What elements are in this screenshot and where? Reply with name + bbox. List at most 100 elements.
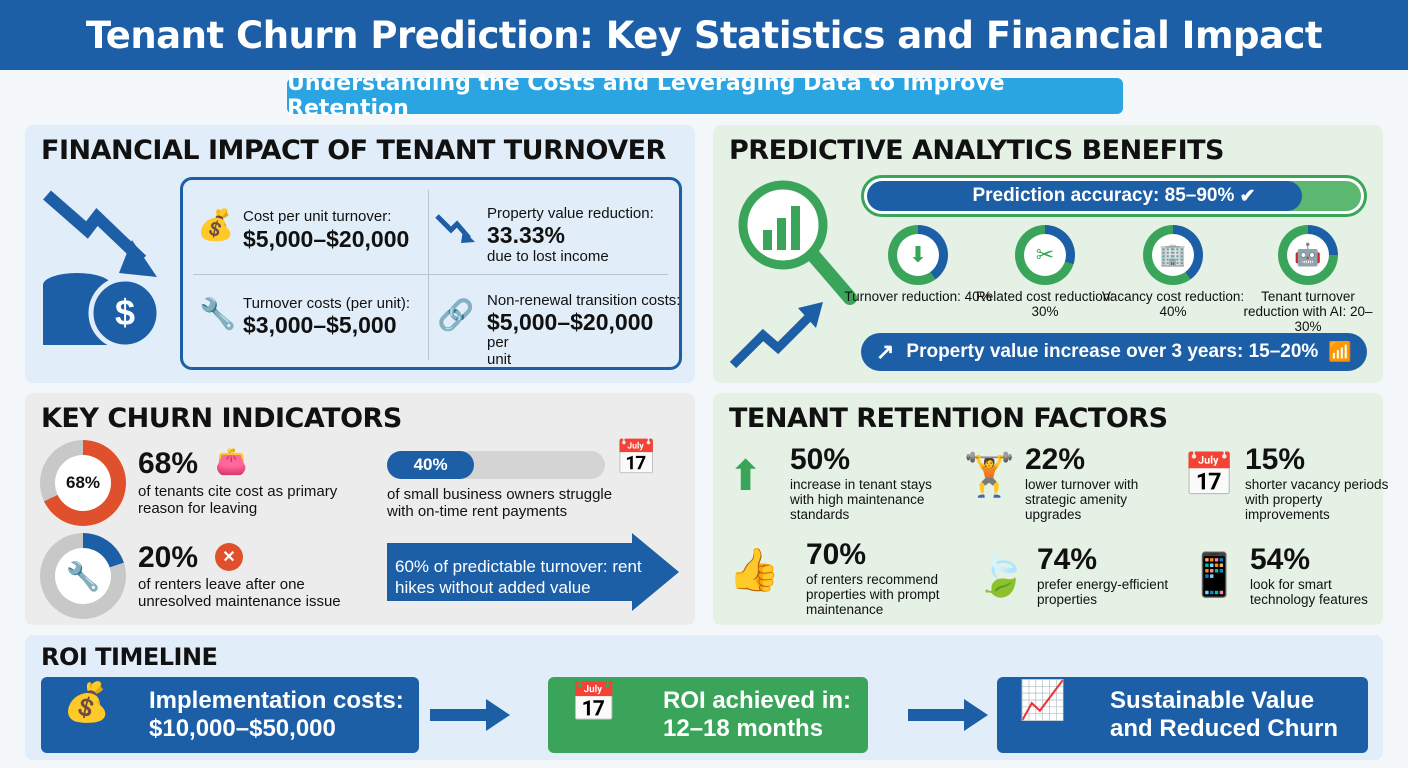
stat-text: of small business owners struggle with o… <box>387 486 613 520</box>
trend-up-icon: ↗ <box>875 339 895 364</box>
donut-label: 68% <box>55 455 111 511</box>
arrow-banner <box>387 533 679 611</box>
robot-icon: 🤖 <box>1287 234 1329 276</box>
check-circle-icon: ✔ <box>1239 185 1256 207</box>
item-value: $3,000–$5,000 <box>243 312 397 338</box>
section-title: TENANT RETENTION FACTORS <box>729 403 1168 434</box>
roi-step-line: $10,000–$50,000 <box>149 715 336 742</box>
stat-text: prefer energy-efficient properties <box>1037 577 1169 607</box>
page-title: Tenant Churn Prediction: Key Statistics … <box>0 0 1408 70</box>
roi-step: 📈 Sustainable Value and Reduced Churn <box>997 677 1368 753</box>
leaf-icon: 🍃 <box>975 551 1028 598</box>
stat-value: 22% <box>1025 443 1086 476</box>
svg-text:$: $ <box>115 292 135 333</box>
coins-dollar-icon: $ <box>43 190 162 350</box>
reduction-donut: 🏢 <box>1143 225 1203 285</box>
subtitle-banner: Understanding the Costs and Leveraging D… <box>287 71 1123 121</box>
trend-down-icon <box>435 214 475 243</box>
reduction-donut: ⬇ <box>888 225 948 285</box>
clock-calendar-icon: 📅 <box>615 439 658 477</box>
item-value: $5,000–$20,000 <box>487 309 654 335</box>
bar-chart-icon: 📶 <box>1328 342 1353 363</box>
stat-text: of renters leave after one unresolved ma… <box>138 576 341 610</box>
stat-value: 74% <box>1037 543 1098 576</box>
maintenance-donut: 🔧 <box>40 533 126 619</box>
stat-text: lower turnover with strategic amenity up… <box>1025 477 1139 522</box>
retention-factor: 👍 70% of renters recommend properties wi… <box>728 538 940 623</box>
small-business-progress: 40% <box>387 451 605 479</box>
reduction-donut: 🤖 <box>1278 225 1338 285</box>
retention-factor: 🏋 22% lower turnover with strategic amen… <box>963 443 1173 528</box>
item-value: $5,000–$20,000 <box>243 226 410 252</box>
property-value-banner: ↗ Property value increase over 3 years: … <box>861 333 1367 371</box>
arrow-banner-text: 60% of predictable turnover: rent hikes … <box>395 557 642 597</box>
roi-step-line: and Reduced Churn <box>1110 715 1339 742</box>
cost-donut: 68% <box>40 440 126 526</box>
roi-step-line: Sustainable Value <box>1110 687 1315 714</box>
stat-value: 68% <box>138 447 199 480</box>
reduction-label: Related cost reduction: 30% <box>975 289 1115 319</box>
trend-up-dollar-icon: 📈 <box>1019 680 1067 722</box>
retention-factor: 📅 15% shorter vacancy periods with prope… <box>1183 443 1393 528</box>
stat-value: 70% <box>806 538 867 571</box>
roi-step-line: ROI achieved in: <box>663 687 852 714</box>
stat-text: look for smart technology features <box>1250 577 1368 607</box>
roi-step: 📅 ROI achieved in: 12–18 months <box>548 677 868 753</box>
smartphone-wifi-icon: 📱 <box>1188 551 1241 598</box>
section-title: KEY CHURN INDICATORS <box>41 403 402 434</box>
roi-timeline-panel: ROI TIMELINE 💰 Implementation costs: $10… <box>25 635 1383 760</box>
stat-text: of renters recommend properties with pro… <box>806 572 940 617</box>
reduction-label: Tenant turnover reduction with AI: 20–30… <box>1243 289 1373 334</box>
arrow-right-icon <box>430 699 510 731</box>
roi-step-line: Implementation costs: <box>149 687 404 714</box>
reduction-donut: ✂ <box>1015 225 1075 285</box>
item-label: Non-renewal transition costs: <box>487 292 681 309</box>
reduction-label: Vacancy cost reduction: 40% <box>1101 289 1245 319</box>
financial-impact-panel: FINANCIAL IMPACT OF TENANT TURNOVER $ 💰 … <box>25 125 695 383</box>
item-note: per unit <box>487 334 512 368</box>
tools-icon: 🔧 <box>199 298 237 331</box>
stat-text: increase in tenant stays with high maint… <box>790 477 932 522</box>
retention-factor: 🍃 74% prefer energy-efficient properties <box>975 543 1185 628</box>
thumbs-up-icon: 👍 <box>728 546 781 593</box>
arrow-up-icon: ⬆ <box>728 452 764 499</box>
stat-text: shorter vacancy periods with property im… <box>1245 477 1389 522</box>
arrow-down-icon: ⬇ <box>897 234 939 276</box>
roi-step-line: 12–18 months <box>663 715 824 742</box>
item-label: Turnover costs (per unit): <box>243 295 410 312</box>
roi-step: 💰 Implementation costs: $10,000–$50,000 <box>41 677 419 753</box>
tools-icon: 🔧 <box>55 548 111 604</box>
stat-value: 50% <box>790 443 851 476</box>
money-gear-icon: 💰 <box>63 682 111 724</box>
scissors-icon: ✂ <box>1024 234 1066 276</box>
item-label: Property value reduction: <box>487 205 654 222</box>
retention-factor: 📱 54% look for smart technology features <box>1188 543 1398 628</box>
predictive-analytics-panel: PREDICTIVE ANALYTICS BENEFITS Prediction… <box>713 125 1383 383</box>
broken-link-icon: 🔗 <box>437 299 475 332</box>
dumbbell-pool-icon: 🏋 <box>963 451 1016 498</box>
money-bag-icon: 💰 <box>197 209 235 242</box>
section-title: PREDICTIVE ANALYTICS BENEFITS <box>729 135 1224 166</box>
building-icon: 🏢 <box>1152 234 1194 276</box>
item-value: 33.33% <box>487 222 566 248</box>
stat-text: of tenants cite cost as primary reason f… <box>138 483 338 517</box>
reduction-label: Turnover reduction: 40% <box>844 289 992 304</box>
prediction-accuracy-label: Prediction accuracy: 85–90% <box>972 185 1235 206</box>
retention-factor: ⬆ 50% increase in tenant stays with high… <box>728 443 938 528</box>
calendar-icon: 📅 <box>1183 451 1236 498</box>
section-title: FINANCIAL IMPACT OF TENANT TURNOVER <box>41 135 666 166</box>
x-circle-icon: ✕ <box>215 543 243 571</box>
tenant-retention-panel: TENANT RETENTION FACTORS ⬆ 50% increase … <box>713 393 1388 628</box>
progress-fill: 40% <box>387 451 475 479</box>
arrow-right-icon <box>908 699 988 731</box>
prediction-accuracy-bar: Prediction accuracy: 85–90% ✔ <box>861 175 1367 217</box>
property-value-label: Property value increase over 3 years: 15… <box>906 341 1319 362</box>
section-title: ROI TIMELINE <box>41 643 218 671</box>
stat-value: 20% <box>138 541 199 574</box>
item-note: due to lost income <box>487 248 609 265</box>
clock-calendar-icon: 📅 <box>570 682 618 724</box>
wallet-icon: 👛 <box>215 446 248 476</box>
key-churn-indicators-panel: KEY CHURN INDICATORS 68% 68% 👛 of tenant… <box>25 393 695 625</box>
item-label: Cost per unit turnover: <box>243 208 392 225</box>
magnifier-chart-icon <box>729 180 857 369</box>
